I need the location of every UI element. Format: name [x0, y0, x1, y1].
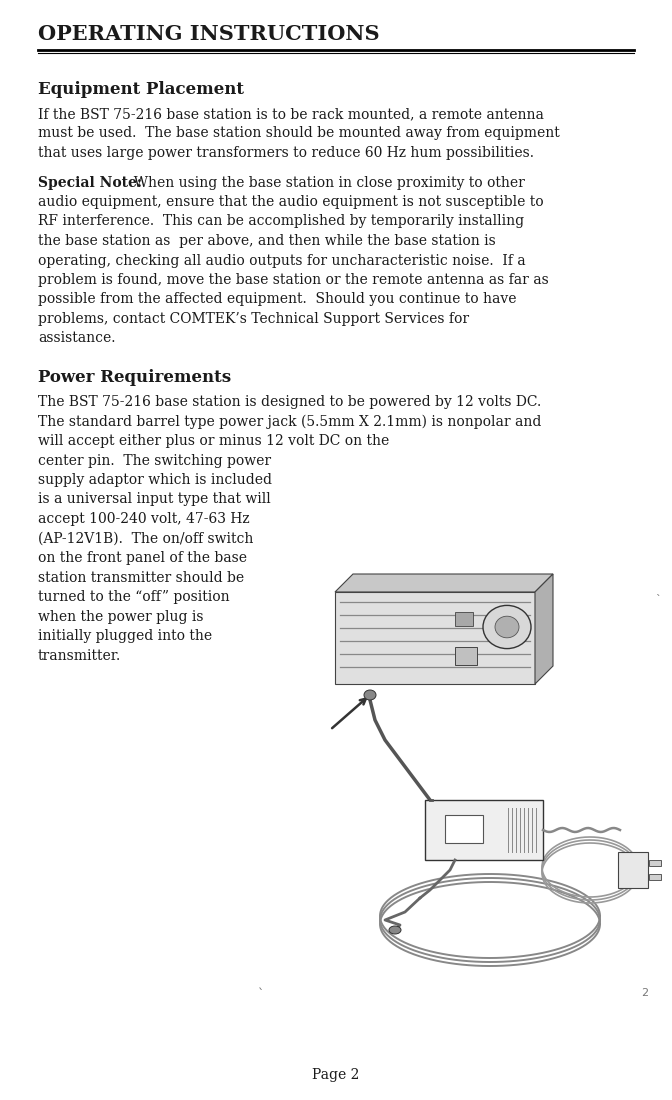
Bar [649, 874, 661, 880]
Text: when the power plug is: when the power plug is [38, 609, 204, 624]
Text: transmitter.: transmitter. [38, 649, 121, 662]
Bar [335, 592, 535, 684]
Text: (AP-12V1B).  The on/off switch: (AP-12V1B). The on/off switch [38, 531, 253, 546]
Text: problem is found, move the base station or the remote antenna as far as: problem is found, move the base station … [38, 273, 549, 287]
Bar [455, 647, 477, 666]
Text: accept 100-240 volt, 47-63 Hz: accept 100-240 volt, 47-63 Hz [38, 512, 249, 526]
Text: center pin.  The switching power: center pin. The switching power [38, 453, 271, 468]
Bar [455, 612, 473, 626]
Text: station transmitter should be: station transmitter should be [38, 571, 244, 584]
Text: is a universal input type that will: is a universal input type that will [38, 493, 271, 506]
Text: `: ` [655, 595, 661, 605]
Polygon shape [335, 574, 553, 592]
Text: problems, contact COMTEK’s Technical Support Services for: problems, contact COMTEK’s Technical Sup… [38, 312, 469, 326]
Text: `: ` [258, 988, 264, 1001]
Text: Power Requirements: Power Requirements [38, 368, 231, 386]
Text: supply adaptor which is included: supply adaptor which is included [38, 473, 272, 487]
Text: will accept either plus or minus 12 volt DC on the: will accept either plus or minus 12 volt… [38, 434, 389, 448]
Text: Page 2: Page 2 [312, 1068, 360, 1082]
Text: assistance.: assistance. [38, 331, 116, 345]
Text: turned to the “off” position: turned to the “off” position [38, 590, 230, 604]
Text: possible from the affected equipment.  Should you continue to have: possible from the affected equipment. Sh… [38, 293, 517, 307]
Text: initially plugged into the: initially plugged into the [38, 629, 212, 644]
Bar [649, 860, 661, 866]
Text: The BST 75-216 base station is designed to be powered by 12 volts DC.: The BST 75-216 base station is designed … [38, 395, 541, 409]
Text: must be used.  The base station should be mounted away from equipment: must be used. The base station should be… [38, 126, 560, 141]
Ellipse shape [495, 616, 519, 638]
Text: When using the base station in close proximity to other: When using the base station in close pro… [125, 176, 525, 189]
Polygon shape [535, 574, 553, 684]
Bar [445, 815, 483, 843]
Text: 2: 2 [641, 988, 648, 998]
Bar [618, 852, 648, 888]
Ellipse shape [389, 926, 401, 934]
Text: on the front panel of the base: on the front panel of the base [38, 551, 247, 565]
Text: Special Note:: Special Note: [38, 176, 142, 189]
Text: If the BST 75-216 base station is to be rack mounted, a remote antenna: If the BST 75-216 base station is to be … [38, 107, 544, 121]
Ellipse shape [364, 690, 376, 700]
Bar [425, 800, 543, 860]
Text: the base station as  per above, and then while the base station is: the base station as per above, and then … [38, 234, 496, 248]
Text: The standard barrel type power jack (5.5mm X 2.1mm) is nonpolar and: The standard barrel type power jack (5.5… [38, 415, 542, 429]
Text: RF interference.  This can be accomplished by temporarily installing: RF interference. This can be accomplishe… [38, 214, 524, 229]
Text: audio equipment, ensure that the audio equipment is not susceptible to: audio equipment, ensure that the audio e… [38, 195, 544, 209]
Text: that uses large power transformers to reduce 60 Hz hum possibilities.: that uses large power transformers to re… [38, 146, 534, 160]
Text: operating, checking all audio outputs for uncharacteristic noise.  If a: operating, checking all audio outputs fo… [38, 253, 526, 267]
Text: Equipment Placement: Equipment Placement [38, 81, 244, 98]
Text: OPERATING INSTRUCTIONS: OPERATING INSTRUCTIONS [38, 24, 380, 44]
Ellipse shape [483, 605, 531, 649]
